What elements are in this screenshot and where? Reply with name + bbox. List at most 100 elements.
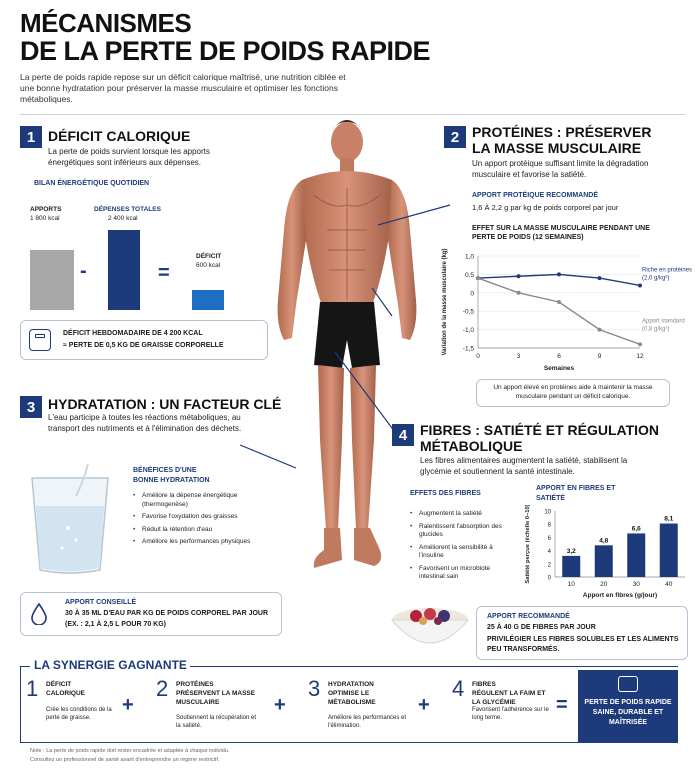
equals-operator: = <box>556 694 568 716</box>
y-tick-label: 10 <box>544 510 551 516</box>
y-tick-label: 8 <box>548 523 552 529</box>
equals-operator: = <box>158 262 170 284</box>
synergy-title-rule-left <box>20 666 30 667</box>
fiber-advice-box: APPORT RECOMMANDÉ 25 À 40 G DE FIBRES PA… <box>476 606 688 660</box>
section3-text: L'eau participe à toutes les réactions m… <box>48 413 242 433</box>
bar-value-label: 3,2 <box>567 548 576 555</box>
energy-chart-title: BILAN ÉNERGÉTIQUE QUOTIDIEN <box>34 180 150 187</box>
hydration-benefits-list: Améliore la dépense énergétique (thermog… <box>133 492 263 551</box>
data-point <box>476 276 480 281</box>
x-tick-label: 6 <box>557 353 561 360</box>
synergy-title-rule-right <box>190 666 678 667</box>
fiber-chart-title: APPORT EN FIBRES ET SATIÉTÉ <box>536 485 616 502</box>
hydration-advice-title: APPORT CONSEILLÉ <box>65 599 137 606</box>
section4-title-line2: MÉTABOLIQUE <box>420 438 523 454</box>
synergy-desc: Soutiennent la récupération et la satiét… <box>176 715 257 729</box>
fiber-bar <box>562 555 581 577</box>
y-tick-label: -1,5 <box>463 346 475 353</box>
scale-icon <box>618 676 638 692</box>
synergy-item-2: 2 PROTÉINES PRÉSERVENT LA MASSE MUSCULAIR… <box>156 676 266 736</box>
apports-value: 1 800 kcal <box>30 215 60 222</box>
page-title-line1: MÉCANISMES <box>20 8 192 38</box>
list-item: Ralentissent l'absorption des glucides <box>410 523 510 540</box>
data-point <box>597 276 602 281</box>
x-tick-label: 12 <box>636 353 644 360</box>
y-tick-label: 0 <box>470 290 474 297</box>
weekly-deficit-line1: DÉFICIT HEBDOMADAIRE DE 4 200 KCAL <box>63 330 203 337</box>
x-tick-label: 40 <box>665 581 673 588</box>
energy-bar <box>108 230 140 310</box>
scale-icon <box>29 329 51 351</box>
depenses-value: 2 400 kcal <box>108 215 138 222</box>
synergy-head: DÉFICIT CALORIQUE <box>46 681 85 697</box>
section2-number: 2 <box>444 126 466 148</box>
footer-note2: Consultez un professionnel de santé avan… <box>30 757 220 763</box>
weekly-deficit-box: DÉFICIT HEBDOMADAIRE DE 4 200 KCAL ≈ PER… <box>20 320 268 360</box>
synergy-frame-bottom <box>20 742 678 743</box>
synergy-head: HYDRATATION OPTIMISE LE MÉTABOLISME <box>328 681 376 706</box>
hydration-benefits-title: BÉNÉFICES D'UNE BONNE HYDRATATION <box>133 467 210 484</box>
section3-number: 3 <box>20 396 42 418</box>
legend-label: (2,0 g/kg²) <box>642 275 669 281</box>
synergy-number: 3 <box>308 676 321 701</box>
synergy-desc: Crée les conditions de la perte de grais… <box>46 707 112 721</box>
x-axis-label: Apport en fibres (g/jour) <box>583 592 657 599</box>
page-title-line2: DE LA PERTE DE POIDS RAPIDE <box>20 36 431 66</box>
synergy-desc: Favorisent l'adhérence sur le long terme… <box>472 707 549 721</box>
x-tick-label: 9 <box>598 353 602 360</box>
energy-bar <box>192 290 224 310</box>
list-item: Réduit la rétention d'eau <box>133 526 263 535</box>
intro-text: La perte de poids rapide repose sur un d… <box>20 72 346 104</box>
x-tick-label: 3 <box>517 353 521 360</box>
weekly-deficit-line2: ≈ PERTE DE 0,5 KG DE GRAISSE CORPORELLE <box>63 342 224 349</box>
synergy-number: 1 <box>26 676 39 701</box>
y-tick-label: 0,5 <box>465 272 474 279</box>
y-tick-label: 6 <box>548 536 552 542</box>
fiber-bar <box>659 523 678 577</box>
section4-title-line1: FIBRES : SATIÉTÉ ET RÉGULATION <box>420 422 660 438</box>
section3-title: HYDRATATION : UN FACTEUR CLÉ <box>48 396 282 412</box>
fruit-bowl-icon <box>390 608 470 644</box>
athlete-figure <box>277 120 417 568</box>
list-item: Favorise l'oxydation des graisses <box>133 513 263 522</box>
fiber-effects-list: Augmentent la satiété Ralentissent l'abs… <box>410 510 510 586</box>
synergy-frame-left <box>20 666 21 742</box>
legend-label: Riche en protéines <box>642 267 692 273</box>
x-tick-label: 30 <box>633 581 641 588</box>
section2-title-line2: LA MASSE MUSCULAIRE <box>472 140 642 156</box>
synergy-result-box: PERTE DE POIDS RAPIDE SAINE, DURABLE ET … <box>578 670 678 742</box>
y-tick-label: 2 <box>548 562 552 568</box>
bar-value-label: 4,8 <box>599 537 608 544</box>
x-tick-label: 0 <box>476 353 480 360</box>
list-item: Améliore la dépense énergétique (thermog… <box>133 492 263 509</box>
fiber-bar <box>627 533 646 577</box>
plus-operator: + <box>122 694 134 716</box>
water-glass-icon <box>31 463 109 574</box>
synergy-number: 2 <box>156 676 169 701</box>
section1-text: La perte de poids survient lorsque les a… <box>48 147 210 167</box>
protein-note-box: Un apport élevé en protéines aide à main… <box>476 379 670 407</box>
deficit-value: 600 kcal <box>196 262 221 269</box>
energy-bar <box>30 250 74 310</box>
data-point <box>638 342 642 347</box>
protein-intake-title: APPORT PROTÉIQUE RECOMMANDÉ <box>472 192 599 199</box>
plus-operator: + <box>418 694 430 716</box>
bar-value-label: 8,1 <box>664 516 673 523</box>
data-point <box>516 290 521 295</box>
section2-text: Un apport protéique suffisant limite la … <box>472 159 649 179</box>
data-point <box>557 300 561 304</box>
protein-note: Un apport élevé en protéines aide à main… <box>493 384 653 400</box>
legend-label: Apport standard <box>642 318 685 324</box>
y-tick-label: -1,0 <box>463 327 475 334</box>
data-point <box>597 327 602 332</box>
list-item: Améliorent la sensibilité à l'insuline <box>410 544 510 561</box>
muscle-chart-title: EFFET SUR LA MASSE MUSCULAIRE PENDANT UN… <box>472 225 650 241</box>
x-axis-label: Semaines <box>544 365 575 372</box>
hydration-advice-line1: 30 À 35 ML D'EAU PAR KG DE POIDS CORPORE… <box>65 610 269 617</box>
footer-note1: Note : La perte de poids rapide doit res… <box>30 748 230 754</box>
y-tick-label: 1,0 <box>465 254 474 261</box>
fiber-effects-title: EFFETS DES FIBRES <box>410 490 481 497</box>
synergy-head: PROTÉINES PRÉSERVENT LA MASSE MUSCULAIRE <box>176 681 256 706</box>
x-tick-label: 20 <box>600 581 608 588</box>
